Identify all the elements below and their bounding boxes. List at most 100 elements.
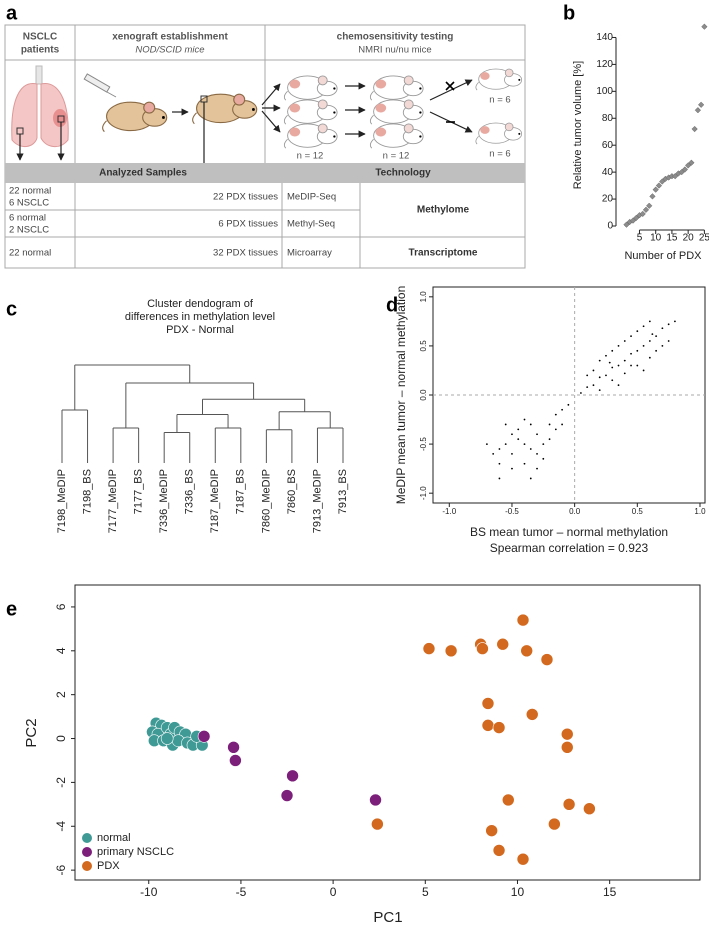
point	[529, 448, 532, 450]
y-axis-label: MeDIP mean tumor – normal methylation	[394, 286, 408, 505]
mouse-icon	[369, 99, 424, 125]
point	[560, 727, 574, 741]
point	[561, 408, 564, 411]
point	[586, 386, 589, 389]
y-tick-label: 140	[596, 32, 613, 43]
point	[504, 423, 507, 426]
cell: 32 PDX tissues	[213, 248, 278, 259]
panel-label: a	[6, 2, 18, 24]
point	[598, 359, 601, 362]
point	[648, 356, 651, 359]
point	[229, 754, 242, 767]
point	[511, 453, 513, 455]
arrow	[261, 110, 281, 133]
point	[611, 349, 614, 352]
point	[516, 852, 530, 866]
point	[630, 364, 632, 367]
column-title: NSCLC	[23, 32, 57, 43]
cell: 22 PDX tissues	[213, 192, 278, 203]
point	[583, 802, 596, 816]
x-tick-label: -1.0	[442, 507, 456, 516]
point	[674, 320, 676, 323]
point	[496, 637, 510, 651]
y-tick-label: 1.0	[419, 291, 428, 303]
panel-a: a NSCLC patients xenograft establishment…	[4, 2, 526, 269]
table-header-text: Analyzed Samples	[99, 168, 187, 179]
panel-b: b 5 10 15 20 25 0 20 40 60 80 100 120 140 Number of PD…	[563, 2, 709, 262]
point	[492, 721, 506, 734]
point	[562, 798, 576, 811]
point	[655, 349, 658, 352]
group-size: n = 6	[489, 95, 510, 106]
point	[371, 817, 384, 831]
panel-label: e	[6, 598, 17, 620]
point	[667, 323, 670, 326]
leaf-label: 7198_BS	[81, 469, 93, 514]
leaf-label: 7336_BS	[184, 469, 196, 514]
mouse-icon	[369, 75, 424, 101]
annotation: Spearman correlation = 0.923	[490, 541, 649, 555]
point	[655, 335, 658, 337]
point	[160, 732, 174, 745]
cell: Transcriptome	[409, 248, 478, 259]
point	[661, 327, 664, 330]
column-title: chemosensitivity testing	[337, 32, 454, 43]
point	[498, 462, 501, 465]
x-tick-label: 5	[422, 885, 429, 899]
panel-e: e -10 -5 0 5 10 15 -6 -4 -2 0 2 4 6 PC1 PC2 normal primar…	[6, 584, 701, 926]
table-header	[5, 163, 525, 183]
y-tick-label: 40	[602, 167, 614, 178]
point	[529, 423, 532, 426]
x-tick-label: 25	[699, 233, 709, 244]
point	[586, 374, 589, 377]
y-tick-label: 2	[54, 691, 68, 698]
point	[498, 477, 501, 480]
arrow	[429, 79, 473, 101]
mouse-icon	[369, 123, 424, 149]
leaf-label: 7336_MeDIP	[158, 469, 170, 533]
cell: Methyl-Seq	[287, 219, 335, 230]
point	[197, 730, 211, 743]
point	[548, 817, 561, 831]
point	[511, 467, 513, 470]
cell: 22 normal	[9, 248, 51, 259]
mouse-icon	[283, 75, 338, 101]
point	[646, 202, 653, 209]
group-size: n = 12	[297, 151, 324, 162]
x-tick-label: 0.5	[632, 507, 644, 516]
point	[520, 644, 533, 658]
x-tick-label: -5	[236, 885, 247, 899]
panel-d: d -1.0 -0.5 0.0 0.5 1.0 -1.0 -0.5 0.0 0.5 1.0 BS me…	[386, 286, 706, 555]
point	[476, 642, 489, 655]
point	[642, 206, 650, 213]
point	[492, 844, 506, 857]
x-tick-label: 0.0	[569, 507, 581, 516]
column-subtitle: NMRI nu/nu mice	[358, 45, 431, 56]
legend-swatch	[82, 861, 92, 871]
leaf-label: 7913_MeDIP	[311, 469, 323, 533]
point	[548, 423, 551, 426]
y-tick-label: -4	[54, 821, 68, 832]
mouse-icon	[283, 123, 338, 149]
mouse-icon	[283, 99, 338, 125]
point	[681, 166, 689, 173]
legend-label: primary NSCLC	[97, 846, 174, 858]
point	[554, 413, 557, 416]
point	[561, 423, 564, 426]
point	[485, 824, 498, 837]
chart-title: differences in methylation level	[125, 311, 275, 323]
leaf-label: 7177_MeDIP	[107, 469, 119, 533]
point	[649, 193, 656, 200]
point	[444, 644, 458, 658]
y-tick-label: 120	[596, 59, 613, 70]
point	[694, 107, 702, 114]
point	[623, 372, 626, 375]
point	[227, 741, 240, 754]
point	[697, 101, 705, 108]
point	[642, 345, 645, 347]
point	[511, 433, 513, 436]
cell: 6 normal	[9, 213, 46, 224]
y-tick-label: 0	[54, 735, 68, 742]
point	[605, 374, 607, 377]
